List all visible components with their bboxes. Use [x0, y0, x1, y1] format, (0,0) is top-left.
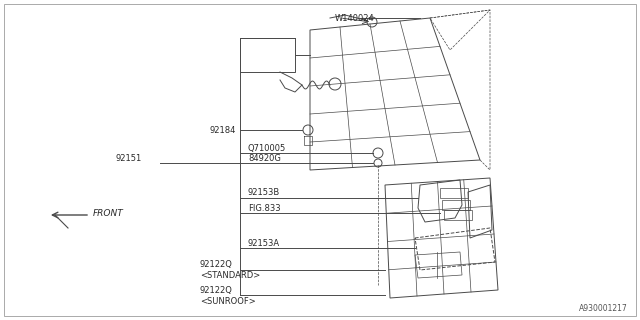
Text: 92153B: 92153B [248, 188, 280, 196]
Text: 92151: 92151 [115, 154, 141, 163]
Text: Q710005: Q710005 [248, 143, 286, 153]
Text: <STANDARD>: <STANDARD> [200, 271, 260, 281]
Text: 92184: 92184 [210, 125, 236, 134]
Text: FRONT: FRONT [93, 209, 124, 218]
Text: 84920G: 84920G [248, 154, 281, 163]
Text: 92153A: 92153A [248, 238, 280, 247]
Text: 92122Q: 92122Q [200, 285, 233, 294]
Text: FIG.833: FIG.833 [248, 204, 280, 212]
Text: 92122Q: 92122Q [200, 260, 233, 269]
Text: A930001217: A930001217 [579, 304, 628, 313]
Text: W140024: W140024 [335, 13, 375, 22]
Text: <SUNROOF>: <SUNROOF> [200, 297, 256, 306]
